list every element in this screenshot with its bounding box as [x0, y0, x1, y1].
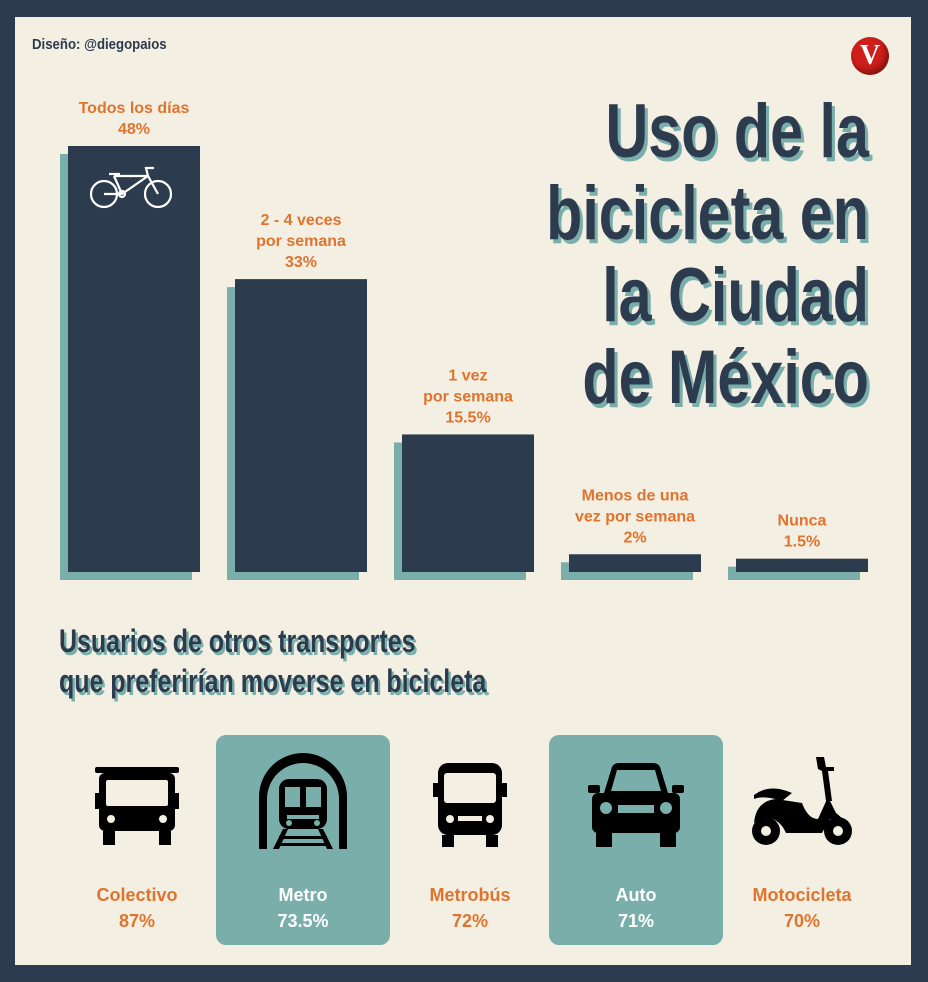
title-line: la Ciudad: [602, 253, 869, 338]
bar-value-label: 2%: [623, 529, 646, 546]
transport-name: Motocicleta: [752, 885, 852, 905]
usage-bar-chart: Todos los días 48% 2 - 4 veces por semana 33…: [60, 100, 868, 580]
transport-value: 71%: [617, 911, 655, 931]
transport-card-metrobus: Metrobús 72%: [383, 735, 557, 945]
transport-name: Auto: [615, 885, 657, 905]
bar: [736, 558, 868, 572]
bicycle-icon: [89, 166, 173, 209]
main-title: Uso de la bicicleta en la Ciudad de Méxi…: [541, 91, 869, 419]
brand-letter: V: [859, 40, 881, 71]
bar-category-label: por semana: [256, 233, 346, 250]
subtitle-line: Usuarios de otros transportes: [59, 623, 416, 659]
bar-category-label: por semana: [423, 388, 513, 405]
bar-value-label: 15.5%: [445, 409, 490, 426]
bar: [402, 434, 534, 572]
title-line: bicicleta en: [546, 171, 869, 256]
bar-value-label: 48%: [118, 121, 150, 138]
bar-category-label: vez por semana: [575, 508, 695, 525]
bus-icon: [95, 767, 179, 845]
transport-value: 72%: [451, 911, 489, 931]
transport-card-motocicleta: Motocicleta 70%: [715, 735, 889, 945]
bar-category-label: 1 vez: [448, 367, 487, 384]
bar-category-label: Nunca: [778, 513, 827, 530]
infographic: Diseño: @diegopaios V Todos los días 48% 2…: [15, 17, 911, 965]
transport-card-metro: Metro 73.5%: [216, 735, 390, 945]
bar: [235, 279, 367, 572]
brand-logo-icon: V: [851, 37, 889, 75]
title-line: Uso de la: [605, 89, 869, 174]
section-subtitle: Usuarios de otros transportes que prefer…: [59, 621, 543, 701]
metrobus-icon: [433, 763, 507, 847]
transport-card-colectivo: Colectivo 87%: [50, 735, 224, 945]
bar-category-label: Menos de una: [582, 487, 689, 504]
transport-card-auto: Auto 71%: [549, 735, 723, 945]
title-line: de México: [582, 335, 869, 420]
transport-name: Colectivo: [96, 885, 178, 905]
transport-value: 70%: [783, 911, 821, 931]
transport-name: Metro: [278, 885, 328, 905]
bar-value-label: 1.5%: [784, 534, 820, 551]
bar-value-label: 33%: [285, 254, 317, 271]
transport-name: Metrobús: [429, 885, 511, 905]
car-icon: [588, 763, 684, 847]
bar: [68, 146, 200, 572]
motorcycle-icon: [752, 757, 852, 845]
transport-value: 73.5%: [277, 911, 329, 931]
subtitle-line: que preferirían moverse en bicicleta: [59, 663, 487, 699]
bar-category-label: Todos los días: [79, 100, 190, 117]
design-credit: Diseño: @diegopaios: [32, 36, 167, 53]
transport-value: 87%: [118, 911, 156, 931]
metro-train-icon: [259, 753, 347, 849]
bar-category-label: 2 - 4 veces: [261, 212, 342, 229]
bar: [569, 554, 701, 572]
